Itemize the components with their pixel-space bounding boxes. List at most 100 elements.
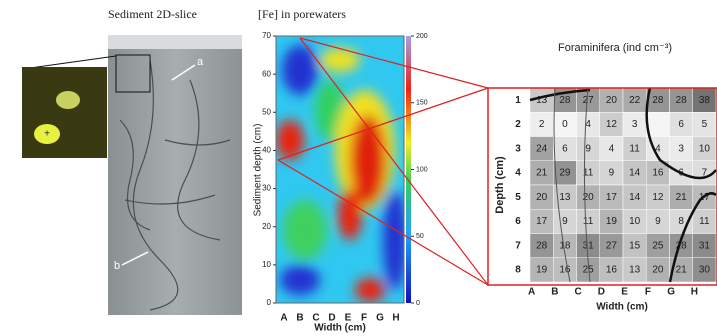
cell-value: 11 xyxy=(583,216,594,227)
cell-value: 27 xyxy=(606,240,618,251)
x-axis-label: Width (cm) xyxy=(596,302,648,313)
colorbar-tick-label: 200 xyxy=(416,33,428,40)
x-tick-label: E xyxy=(345,313,352,324)
sediment-photo xyxy=(108,35,242,315)
column-label: G xyxy=(667,287,675,298)
cell-value: 11 xyxy=(629,143,640,154)
cell-value: 30 xyxy=(699,265,711,276)
cell-value: 2 xyxy=(539,119,545,130)
page: {"panels": { "slice": {"title": "Sedimen… xyxy=(0,0,717,336)
cell-value: 13 xyxy=(629,265,641,276)
cell-value: 29 xyxy=(559,168,571,179)
column-label: E xyxy=(621,287,628,298)
cell-value: 3 xyxy=(678,143,684,154)
row-label: 3 xyxy=(515,143,521,154)
zoom-line xyxy=(30,56,116,68)
cell-value: 28 xyxy=(536,240,548,251)
panel-title: Sediment 2D-slice xyxy=(108,7,197,21)
cell-value: 12 xyxy=(652,192,664,203)
cell-value: 12 xyxy=(606,119,618,130)
cell-value: 9 xyxy=(562,216,568,227)
cell-value: 9 xyxy=(655,216,661,227)
cell-value: 18 xyxy=(559,240,571,251)
row-label: 1 xyxy=(515,95,521,106)
colorbar-tick-label: 50 xyxy=(416,233,424,240)
cell-value: 22 xyxy=(629,95,641,106)
cell-value: 28 xyxy=(559,95,571,106)
cell-value: 14 xyxy=(629,168,641,179)
cell-value: 16 xyxy=(559,265,571,276)
label: b xyxy=(114,260,120,272)
cell-value: 21 xyxy=(676,265,688,276)
colorbar-tick-label: 150 xyxy=(416,100,428,107)
column-label: F xyxy=(645,287,651,298)
cell-value: 17 xyxy=(536,216,548,227)
cell-value: 3 xyxy=(632,119,638,130)
y-tick-label: 40 xyxy=(262,146,271,155)
cell-value: 20 xyxy=(652,265,664,276)
panel-title: Foraminifera (ind cm⁻³) xyxy=(558,42,672,54)
x-tick-label: D xyxy=(328,313,335,324)
cell-value: 21 xyxy=(676,192,688,203)
column-label: B xyxy=(551,287,558,298)
column-label: D xyxy=(598,287,605,298)
x-tick-label: H xyxy=(392,313,399,324)
y-tick-label: 30 xyxy=(262,184,271,193)
row-label: 7 xyxy=(515,240,521,251)
y-axis-label: Sediment depth (cm) xyxy=(253,124,264,217)
cell-value: 25 xyxy=(652,240,664,251)
x-tick-label: B xyxy=(296,313,303,324)
figure: Sediment 2D-slice a b + [Fe] in porewate… xyxy=(0,0,717,336)
cell-value: 9 xyxy=(609,168,615,179)
cell-value: 16 xyxy=(652,168,664,179)
sediment-top xyxy=(108,35,242,49)
x-tick-label: F xyxy=(361,313,367,324)
x-tick-label: G xyxy=(376,313,384,324)
cell-value: 15 xyxy=(629,240,641,251)
x-tick-label: C xyxy=(312,313,319,324)
cross: + xyxy=(44,129,50,140)
cell-value: 16 xyxy=(606,265,618,276)
cell-value: 10 xyxy=(629,216,641,227)
cell-value: 5 xyxy=(702,119,708,130)
cell-value: 27 xyxy=(583,95,595,106)
y-axis-label: Depth (cm) xyxy=(494,156,506,214)
row-label: 5 xyxy=(515,192,521,203)
column-label: A xyxy=(528,287,535,298)
y-tick-label: 70 xyxy=(262,31,271,40)
cell-value: 11 xyxy=(699,216,710,227)
cell-value: 10 xyxy=(699,143,711,154)
foram-shell xyxy=(56,91,80,109)
y-tick-label: 0 xyxy=(267,298,272,307)
y-tick-label: 50 xyxy=(262,107,271,116)
cell-value: 6 xyxy=(678,119,684,130)
cell-value: 31 xyxy=(699,240,711,251)
colorbar-tick-label: 0 xyxy=(416,300,420,307)
cell-value: 17 xyxy=(606,192,618,203)
y-tick-label: 10 xyxy=(262,260,271,269)
cell-value: 14 xyxy=(629,192,641,203)
cell-value: 0 xyxy=(562,119,568,130)
y-tick-label: 20 xyxy=(262,222,271,231)
column-label: C xyxy=(575,287,582,298)
cell-value: 31 xyxy=(583,240,595,251)
cell-value: 21 xyxy=(536,168,548,179)
column-label: H xyxy=(691,287,698,298)
cell-value: 28 xyxy=(676,95,688,106)
label: a xyxy=(197,56,204,68)
row-label: 8 xyxy=(515,265,521,276)
cell-value: 20 xyxy=(606,95,618,106)
y-tick-label: 60 xyxy=(262,69,271,78)
panel-title: [Fe] in porewaters xyxy=(258,7,346,21)
x-axis-label: Width (cm) xyxy=(314,323,366,334)
cell-value: 19 xyxy=(536,265,548,276)
cell-value: 28 xyxy=(652,95,664,106)
row-label: 4 xyxy=(515,168,521,179)
cell-value: 20 xyxy=(536,192,548,203)
heatmap xyxy=(276,36,407,303)
x-tick-label: A xyxy=(280,313,287,324)
row-label: 2 xyxy=(515,119,521,130)
cell-value: 38 xyxy=(699,95,711,106)
cell-value: 8 xyxy=(678,216,684,227)
